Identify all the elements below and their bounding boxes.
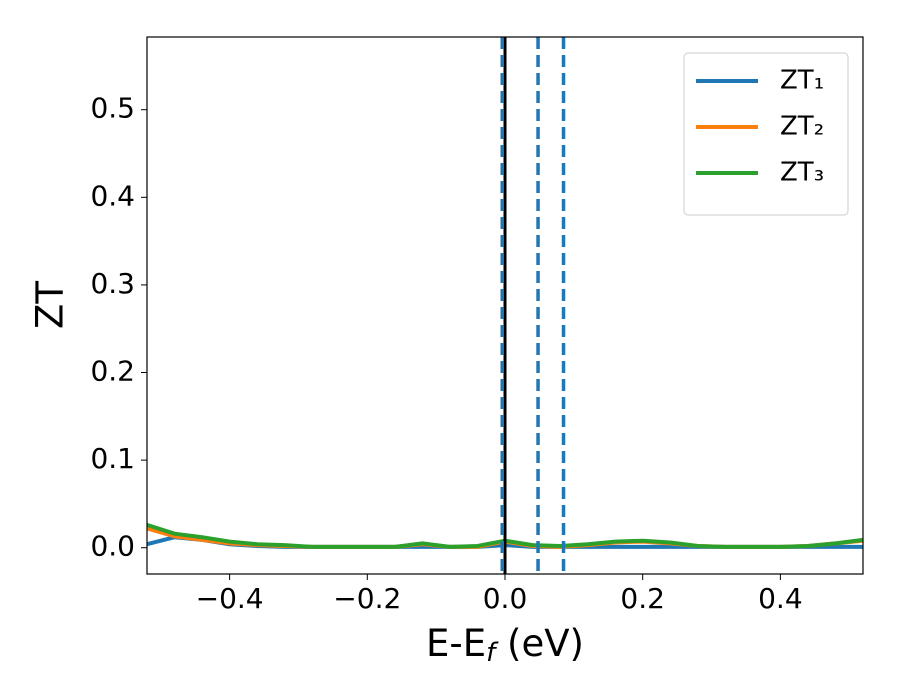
y-tick-label: 0.4: [90, 179, 135, 212]
x-tick-label: −0.2: [333, 582, 401, 615]
y-axis-label: ZT: [29, 281, 72, 329]
x-label-unit: (eV): [495, 622, 584, 665]
x-tick-label: −0.4: [196, 582, 264, 615]
x-axis-label: E-Ef (eV): [426, 622, 584, 668]
x-label-main: E-E: [426, 622, 486, 665]
y-tick-label: 0.0: [90, 530, 135, 563]
legend-label: ZT₃: [780, 158, 824, 188]
x-tick-label: 0.0: [483, 582, 528, 615]
plot-frame: [146, 36, 864, 575]
legend-label: ZT₁: [780, 66, 824, 96]
y-tick-label: 0.3: [90, 267, 135, 300]
legend-label: ZT₂: [780, 112, 824, 142]
x-tick-label: 0.2: [620, 582, 665, 615]
x-tick-label: 0.4: [758, 582, 803, 615]
y-tick-label: 0.2: [90, 355, 135, 388]
y-tick-label: 0.5: [90, 92, 135, 125]
y-tick-label: 0.1: [90, 442, 135, 475]
